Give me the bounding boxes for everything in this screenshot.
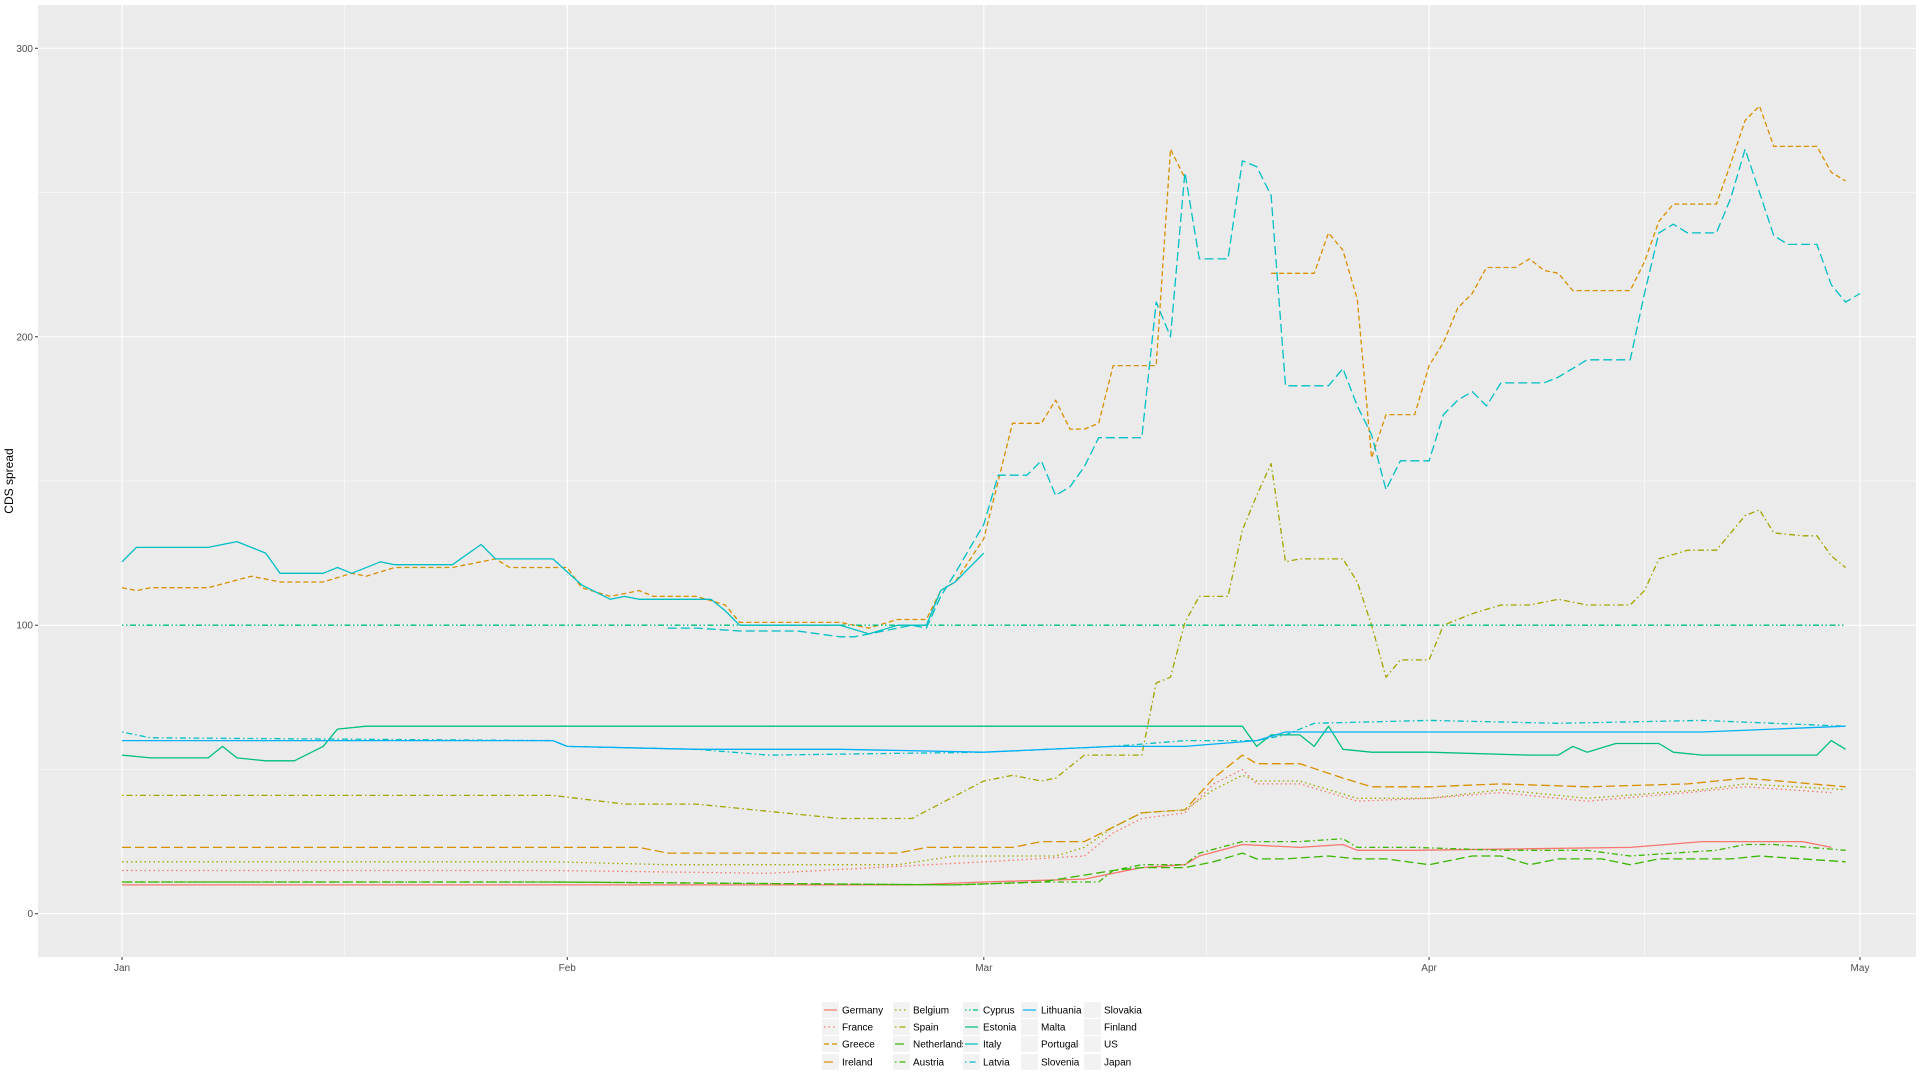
legend-label: Italy: [983, 1040, 1001, 1051]
y-tick-label: 0: [27, 909, 33, 920]
legend-key: [822, 1036, 839, 1052]
y-axis-title: CDS spread: [2, 448, 16, 513]
legend-label: Latvia: [983, 1058, 1010, 1069]
legend-label: Slovenia: [1041, 1058, 1080, 1069]
legend-label: Japan: [1104, 1058, 1131, 1069]
legend-label: Spain: [913, 1023, 939, 1034]
legend-label: Austria: [913, 1058, 945, 1069]
grid-minor: [38, 5, 1916, 957]
legend-key: [1084, 1036, 1101, 1052]
series-line-greece: [121, 148, 1186, 629]
series-line-greece: [1271, 105, 1846, 459]
legend-key: [822, 1019, 839, 1035]
legend: Germany France Greece Ireland Belgium Spain Ne…: [822, 1002, 1142, 1070]
legend-label: Lithuania: [1041, 1006, 1082, 1017]
x-tick-label: Jan: [114, 963, 130, 974]
series-line-spain: [122, 463, 1847, 820]
legend-label: Cyprus: [983, 1006, 1015, 1017]
legend-label: Ireland: [842, 1058, 873, 1069]
series-line-slovenia: [667, 148, 1861, 638]
series-line-estonia: [121, 725, 1846, 762]
legend-label: Greece: [842, 1040, 875, 1051]
legend-label: Malta: [1041, 1023, 1066, 1034]
legend-key: [1021, 1054, 1038, 1070]
legend-key: [893, 1002, 910, 1018]
legend-label: Estonia: [983, 1023, 1017, 1034]
series-line-ireland: [122, 754, 1846, 854]
legend-key: [1084, 1054, 1101, 1070]
legend-key: [1021, 1019, 1038, 1035]
y-tick-label: 200: [16, 332, 33, 343]
series-line-france: [122, 768, 1832, 874]
series-line-italy: [121, 540, 985, 635]
legend-label: Netherlands: [913, 1040, 967, 1051]
y-tick-label: 100: [16, 621, 33, 632]
legend-label: France: [842, 1023, 874, 1034]
legend-label: Belgium: [913, 1006, 949, 1017]
legend-key: [1021, 1036, 1038, 1052]
x-tick-label: Mar: [975, 963, 993, 974]
x-tick-label: May: [1851, 963, 1870, 974]
legend-label: Portugal: [1041, 1040, 1078, 1051]
series-line-austria: [122, 838, 1846, 886]
legend-label: US: [1104, 1040, 1118, 1051]
x-tick-label: Apr: [1421, 963, 1437, 974]
legend-key: [1084, 1002, 1101, 1018]
x-axis: Jan Feb Mar Apr May: [114, 957, 1870, 974]
legend-label: Germany: [842, 1006, 883, 1017]
legend-label: Finland: [1104, 1023, 1137, 1034]
x-tick-label: Feb: [559, 963, 577, 974]
series-layer: [121, 105, 1861, 886]
series-line-lithuania: [122, 725, 1846, 753]
grid-major: [38, 5, 1916, 957]
legend-key: [1084, 1019, 1101, 1035]
y-axis: 0 100 200 300: [16, 44, 38, 920]
legend-key: [963, 1002, 980, 1018]
series-line-germany: [122, 840, 1832, 886]
y-tick-label: 300: [16, 44, 33, 55]
legend-label: Slovakia: [1104, 1006, 1142, 1017]
